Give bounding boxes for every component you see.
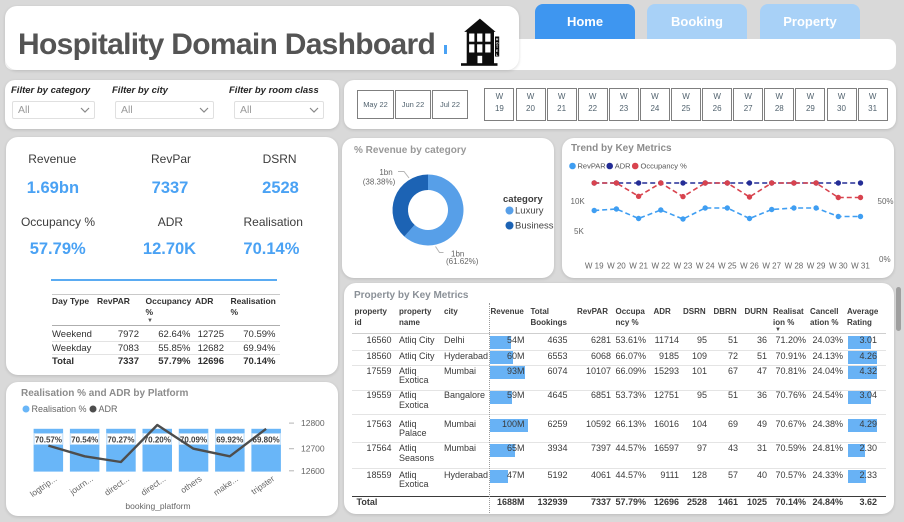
- svg-text:W 23: W 23: [674, 262, 693, 271]
- svg-text:make...: make...: [211, 473, 240, 497]
- svg-text:70.27%: 70.27%: [107, 436, 134, 445]
- svg-text:direct...: direct...: [102, 473, 131, 497]
- svg-text:70.57%: 70.57%: [35, 436, 62, 445]
- svg-text:W 26: W 26: [740, 262, 759, 271]
- svg-text:ADR: ADR: [99, 404, 119, 414]
- svg-text:69.92%: 69.92%: [216, 436, 243, 445]
- svg-text:10K: 10K: [571, 197, 586, 206]
- svg-text:(61.62%): (61.62%): [446, 257, 479, 266]
- svg-text:W 31: W 31: [851, 262, 870, 271]
- svg-text:RevPAR: RevPAR: [578, 162, 607, 171]
- svg-text:journ...: journ...: [67, 473, 95, 497]
- svg-text:L: L: [496, 53, 499, 57]
- svg-text:50%: 50%: [878, 197, 894, 206]
- svg-text:booking_platform: booking_platform: [125, 501, 190, 511]
- svg-text:W 20: W 20: [607, 262, 626, 271]
- svg-text:W 29: W 29: [807, 262, 826, 271]
- svg-text:70.20%: 70.20%: [144, 436, 171, 445]
- svg-text:others: others: [179, 473, 204, 495]
- svg-text:70.09%: 70.09%: [180, 436, 207, 445]
- svg-text:tripster: tripster: [249, 473, 276, 496]
- svg-text:ADR: ADR: [615, 162, 631, 171]
- svg-text:logtrip...: logtrip...: [28, 473, 59, 499]
- svg-text:W 30: W 30: [829, 262, 848, 271]
- svg-text:W 25: W 25: [718, 262, 737, 271]
- svg-text:E: E: [496, 49, 499, 53]
- svg-text:Occupancy %: Occupancy %: [641, 162, 688, 171]
- svg-text:W 19: W 19: [585, 262, 604, 271]
- svg-text:Business: Business: [515, 221, 554, 232]
- svg-text:69.80%: 69.80%: [253, 436, 280, 445]
- svg-text:category: category: [503, 194, 543, 205]
- svg-text:0%: 0%: [879, 255, 891, 264]
- svg-text:W 28: W 28: [785, 262, 804, 271]
- svg-text:1bn: 1bn: [379, 168, 392, 177]
- svg-text:H: H: [496, 37, 499, 41]
- svg-text:5K: 5K: [574, 227, 584, 236]
- svg-text:W 27: W 27: [762, 262, 781, 271]
- svg-text:1bn: 1bn: [451, 250, 464, 259]
- svg-text:direct...: direct...: [139, 473, 168, 497]
- svg-text:70.54%: 70.54%: [71, 436, 98, 445]
- svg-text:12600: 12600: [301, 466, 325, 476]
- svg-text:12700: 12700: [301, 444, 325, 454]
- svg-text:Luxury: Luxury: [515, 206, 544, 217]
- svg-text:W 21: W 21: [629, 262, 648, 271]
- svg-text:12800: 12800: [301, 418, 325, 428]
- svg-text:W 22: W 22: [651, 262, 670, 271]
- svg-text:T: T: [496, 45, 499, 49]
- svg-text:Realisation %: Realisation %: [32, 404, 87, 414]
- svg-text:W 24: W 24: [696, 262, 715, 271]
- svg-text:O: O: [496, 41, 499, 45]
- svg-text:(38.38%): (38.38%): [363, 178, 396, 187]
